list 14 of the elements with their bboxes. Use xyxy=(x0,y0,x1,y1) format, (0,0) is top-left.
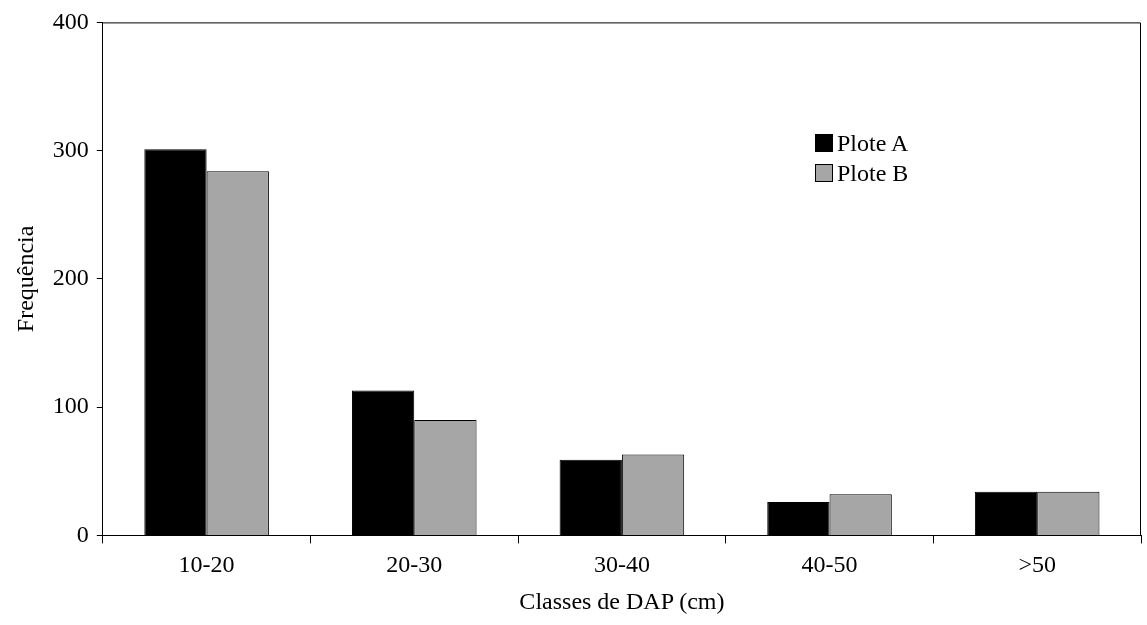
x-tick-label: 40-50 xyxy=(801,551,858,578)
x-axis-title: Classes de DAP (cm) xyxy=(519,587,725,614)
x-tick-label: 10-20 xyxy=(178,551,235,578)
legend-label: Plote B xyxy=(837,159,909,187)
x-tick-label: >50 xyxy=(1018,551,1056,578)
y-tick-label: 400 xyxy=(52,7,89,34)
x-tick-label: 20-30 xyxy=(386,551,443,578)
y-tick-label: 100 xyxy=(52,392,89,419)
y-tick-label: 200 xyxy=(52,264,89,291)
y-tick-label: 0 xyxy=(76,520,89,547)
x-tick-label: 30-40 xyxy=(593,551,650,578)
legend-label: Plote A xyxy=(837,129,909,157)
y-tick-label: 300 xyxy=(52,135,89,162)
y-axis-title: Frequência xyxy=(11,225,38,333)
